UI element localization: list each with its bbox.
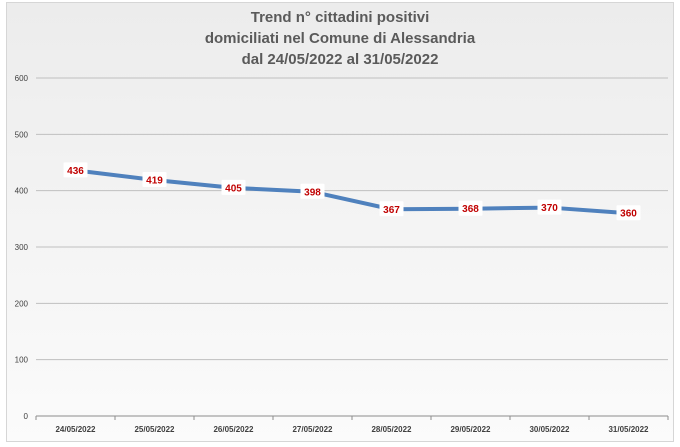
data-label-box (537, 199, 562, 215)
x-axis: 24/05/2022 25/05/2022 26/05/2022 27/05/2022… (35, 416, 669, 434)
data-label: 419 (146, 175, 163, 186)
chart-title-line-3: dal 24/05/2022 al 31/05/2022 (242, 51, 439, 68)
chart-title-line-1: Trend n° cittadini positivi (251, 9, 430, 26)
data-labels: 436 419 405 398 367 368 370 360 (63, 162, 641, 221)
data-label: 370 (541, 203, 558, 214)
data-label-box (221, 179, 246, 195)
x-tick-label: 30/05/2022 (529, 425, 570, 434)
data-label: 398 (304, 187, 321, 198)
data-label: 367 (383, 205, 400, 216)
y-tick-label: 0 (24, 412, 29, 421)
data-label-box (616, 205, 641, 221)
x-tick-label: 31/05/2022 (608, 425, 649, 434)
data-label: 436 (67, 166, 84, 177)
chart-title-line-2: domiciliati nel Comune di Alessandria (205, 30, 476, 47)
data-label-box (458, 200, 483, 216)
y-axis: 0 100 200 300 400 500 600 (15, 74, 29, 421)
x-tick-label: 26/05/2022 (213, 425, 254, 434)
data-label: 368 (462, 204, 479, 215)
x-tick-label: 24/05/2022 (55, 425, 96, 434)
data-label: 360 (620, 209, 637, 220)
data-label-box (63, 162, 88, 178)
gridlines (36, 77, 668, 417)
data-label-box (142, 171, 167, 187)
y-tick-label: 600 (15, 74, 29, 83)
y-tick-label: 100 (15, 356, 29, 365)
data-label-box (379, 201, 404, 217)
data-label: 405 (225, 183, 242, 194)
x-tick-label: 27/05/2022 (292, 425, 333, 434)
x-tick-label: 25/05/2022 (134, 425, 175, 434)
x-tick-label: 28/05/2022 (371, 425, 412, 434)
y-tick-label: 200 (15, 299, 29, 308)
y-tick-label: 400 (15, 187, 29, 196)
x-tick-label: 29/05/2022 (450, 425, 491, 434)
y-tick-label: 500 (15, 130, 29, 139)
data-label-box (300, 183, 325, 199)
chart-frame (6, 2, 674, 442)
chart-title: Trend n° cittadini positivi domiciliati … (205, 9, 476, 68)
series-polyline (73, 168, 631, 216)
y-tick-label: 300 (15, 243, 29, 252)
